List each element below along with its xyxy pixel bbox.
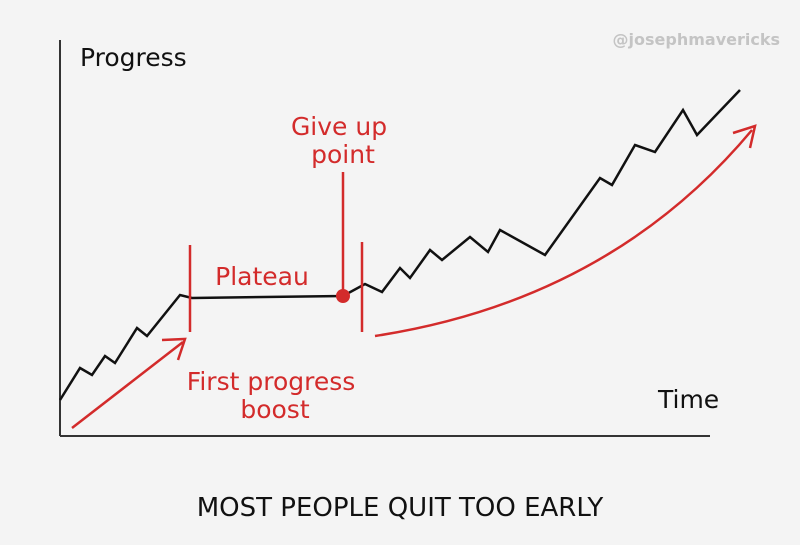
plateau-label: Plateau <box>215 262 309 291</box>
label-line: Give up <box>291 112 387 141</box>
y-axis-label: Progress <box>80 43 187 72</box>
boost-arrowhead <box>161 337 187 361</box>
label-line: boost <box>240 395 309 424</box>
watermark: @josephmavericks <box>613 30 780 49</box>
label-line: First progress <box>187 367 355 396</box>
label-line: point <box>311 140 375 169</box>
annotation-marks <box>71 124 757 429</box>
caption: MOST PEOPLE QUIT TOO EARLY <box>197 493 604 523</box>
boost-label: First progress boost <box>187 367 363 424</box>
growth-arrowhead <box>732 124 757 149</box>
x-axis-label: Time <box>657 385 719 414</box>
give-up-label: Give up point <box>291 112 395 169</box>
progress-line <box>58 89 741 401</box>
boost-arrow <box>71 341 184 429</box>
give-up-dot <box>336 289 350 303</box>
growth-arrow <box>374 129 753 338</box>
